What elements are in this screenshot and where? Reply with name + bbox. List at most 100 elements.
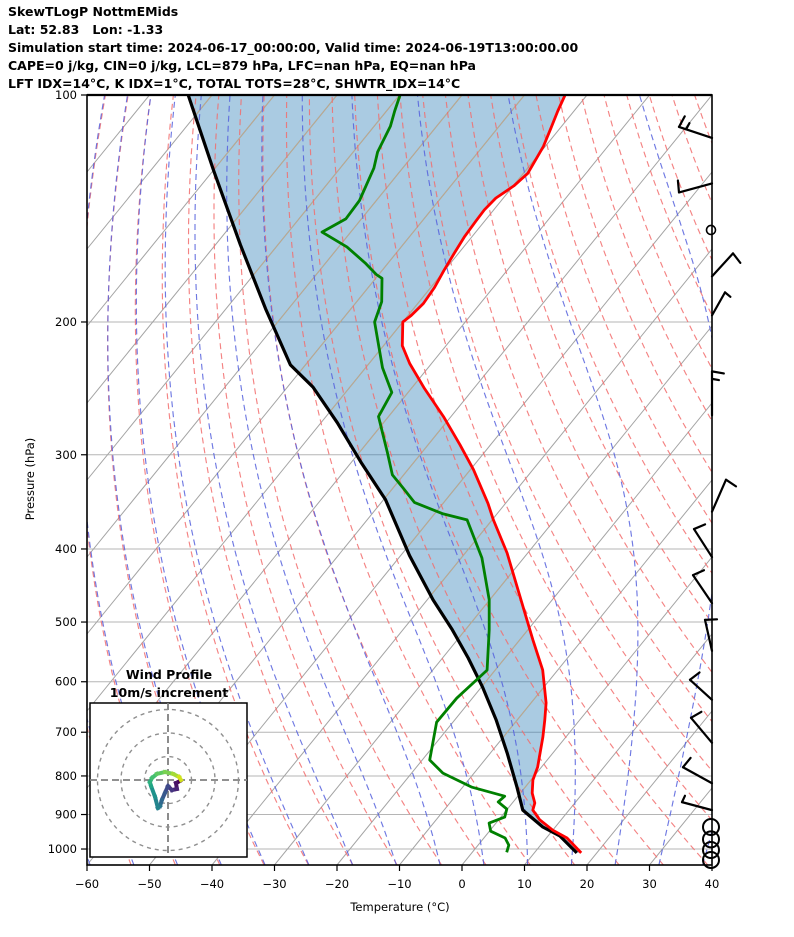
hodograph-ring	[96, 708, 240, 852]
calm-wind-circle	[705, 224, 717, 236]
wind-barb	[692, 523, 714, 559]
x-tick-label: 40	[705, 877, 720, 891]
header-location: Lat: 52.83 Lon: -1.33	[8, 22, 164, 37]
isotherm	[87, 95, 275, 327]
calm-wind-circle	[702, 830, 720, 849]
dry-adiabat	[648, 95, 712, 262]
x-tick-label: −20	[325, 877, 349, 891]
calm-wind-circle	[702, 850, 720, 869]
dry-adiabat	[603, 95, 712, 370]
dry-adiabat	[694, 95, 712, 145]
isotherm-shaded	[712, 95, 794, 865]
hodograph-title: Wind Profile 10m/s increment	[91, 666, 247, 702]
isotherm	[87, 95, 588, 712]
parcel-profile-line	[186, 95, 578, 855]
x-tick-label: −50	[137, 877, 161, 891]
dry-adiabat	[422, 95, 712, 772]
isotherm	[87, 95, 213, 250]
moist-adiabat	[164, 95, 310, 865]
calm-wind-circle	[702, 818, 720, 837]
x-tick-label: −40	[200, 877, 224, 891]
wind-barb	[680, 794, 714, 812]
dry-adiabat	[187, 95, 354, 865]
hodograph-ring	[120, 732, 216, 828]
wind-barb	[689, 710, 714, 744]
dry-adiabat	[399, 95, 712, 822]
x-tick-label: −60	[75, 877, 99, 891]
isotherm	[274, 325, 712, 865]
y-tick-label: 1000	[48, 842, 77, 856]
dry-adiabat	[134, 95, 265, 865]
wind-barb	[681, 756, 714, 785]
y-axis-label: Pressure (hPa)	[23, 437, 37, 521]
x-tick-label: 30	[642, 877, 657, 891]
y-tick-label: 900	[55, 808, 77, 822]
isotherm	[461, 556, 712, 865]
x-tick-label: 20	[580, 877, 595, 891]
header-times: Simulation start time: 2024-06-17_00:00:…	[8, 40, 579, 55]
dry-adiabat	[331, 95, 620, 865]
hodograph-title-line2: 10m/s increment	[109, 685, 229, 700]
isotherm	[586, 710, 712, 865]
dry-adiabat	[490, 95, 712, 624]
y-tick-label: 600	[55, 675, 77, 689]
wind-barb	[710, 291, 732, 317]
x-tick-label: −10	[387, 877, 411, 891]
wind-barb	[691, 569, 714, 605]
cape-shading	[188, 95, 582, 853]
wind-barb	[710, 478, 738, 513]
moist-adiabat	[416, 95, 576, 865]
dry-adiabat	[308, 95, 576, 865]
moist-adiabat	[351, 95, 529, 865]
isotherm	[649, 787, 712, 865]
y-tick-label: 100	[55, 88, 77, 102]
dry-adiabat	[262, 95, 487, 865]
y-tick-label: 800	[55, 769, 77, 783]
isotherm-shaded	[650, 95, 794, 865]
hodograph-trace-segment	[176, 774, 184, 783]
y-tick-label: 300	[55, 448, 77, 462]
dry-adiabat	[285, 95, 531, 865]
dry-adiabat	[626, 95, 712, 317]
wind-barb	[703, 618, 719, 652]
dry-adiabat	[376, 95, 709, 865]
moist-adiabat	[638, 95, 712, 865]
plot-area	[87, 95, 794, 865]
isotherm	[524, 633, 712, 865]
hodograph	[90, 703, 247, 857]
dry-adiabat	[161, 95, 310, 865]
moist-adiabat	[135, 95, 266, 865]
dry-adiabat	[717, 95, 794, 865]
dry-adiabat	[354, 95, 664, 865]
header-indices-1: CAPE=0 j/kg, CIN=0 j/kg, LCL=879 hPa, LF…	[8, 58, 476, 73]
dry-adiabat	[467, 95, 712, 674]
isotherm-shaded	[188, 95, 463, 853]
y-tick-label: 700	[55, 725, 77, 739]
y-tick-label: 400	[55, 542, 77, 556]
wind-barb	[710, 252, 742, 278]
dry-adiabat	[535, 95, 712, 525]
x-tick-label: 0	[458, 877, 465, 891]
moist-adiabat	[107, 95, 222, 865]
y-tick-label: 500	[55, 615, 77, 629]
dry-adiabat	[444, 95, 712, 723]
isotherm-shaded	[399, 95, 582, 853]
isotherm-shaded	[524, 95, 582, 853]
isotherm	[211, 248, 712, 865]
calm-wind-circle	[702, 841, 720, 860]
hodograph-ring	[143, 755, 193, 805]
x-tick-label: 10	[517, 877, 532, 891]
dry-adiabat	[558, 95, 712, 474]
temperature-line	[400, 95, 583, 854]
header-indices-2: LFT IDX=14°C, K IDX=1°C, TOTAL TOTS=28°C…	[8, 76, 461, 91]
chart-header: SkewTLogP NottmEMids Lat: 52.83 Lon: -1.3…	[8, 3, 578, 93]
x-tick-label: −30	[262, 877, 286, 891]
isotherm	[711, 864, 712, 865]
isotherm	[336, 402, 712, 865]
moist-adiabat	[301, 95, 485, 865]
wind-barb	[710, 370, 725, 417]
dry-adiabat	[238, 95, 443, 865]
x-axis-label: Temperature (°C)	[350, 900, 450, 914]
wind-barb	[688, 671, 714, 701]
